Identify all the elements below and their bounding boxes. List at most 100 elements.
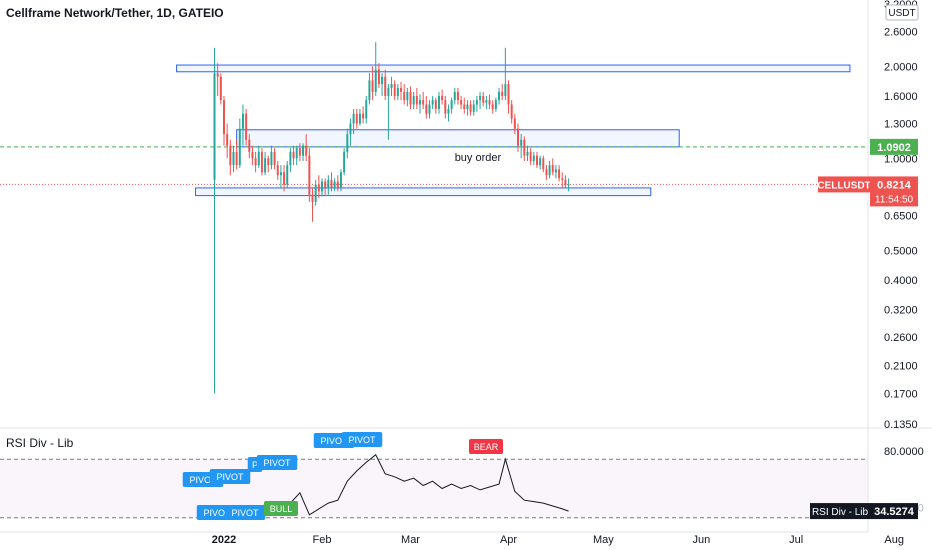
candle-body-81 [469,104,472,112]
rsi-value-badge-label: 34.5274 [874,506,915,518]
price-tick-3: 1.3000 [884,119,918,131]
candle-body-24 [289,151,292,166]
rsi-marker-9 [264,501,298,516]
current-price-badge [870,176,918,207]
candle-body-88 [491,104,494,110]
rsi-marker-label-2: P [252,460,258,470]
candle-body-106 [548,165,551,176]
candle-body-33 [317,184,320,192]
candle-body-58 [396,87,399,96]
candle-body-21 [279,172,282,176]
candle-body-11 [248,139,251,152]
candle-body-101 [532,155,535,162]
candle-body-36 [327,179,330,188]
candle-body-107 [551,165,554,173]
candle-body-78 [460,100,463,105]
candle-body-45 [355,113,358,124]
candle-body-27 [298,148,301,156]
candle-body-109 [558,169,561,179]
candle-body-28 [302,145,305,156]
candle-body-103 [539,158,542,166]
candle-body-57 [393,84,396,96]
rsi-marker-label-7: PIVOT [203,508,231,518]
rsi-title: RSI Div - Lib [6,436,74,450]
candle-body-12 [251,151,254,159]
time-tick-6: Jul [789,534,803,546]
candle-body-2 [219,76,222,101]
candle-body-70 [434,100,437,110]
price-tick-9: 0.2600 [884,332,918,344]
rsi-name-badge-label: RSI Div - Lib [812,507,869,518]
price-tick-10: 0.2100 [884,360,918,372]
candle-body-84 [479,95,482,101]
candle-body-98 [523,139,526,156]
candle-body-31 [311,194,314,202]
price-tick-0: 2.6000 [884,27,918,39]
candle-body-4 [226,134,229,146]
candle-body-0 [213,73,216,180]
candle-body-94 [510,104,513,119]
candle-body-7 [235,151,238,166]
rsi-marker-label-0: PIVOT [189,475,217,485]
time-tick-0: 2022 [212,534,236,546]
candle-body-17 [267,158,270,166]
rsi-band [0,459,868,518]
candle-body-111 [564,179,567,185]
candle-body-62 [409,91,412,105]
target-price-label: 1.0902 [877,142,911,154]
candle-body-16 [264,158,267,173]
currency-badge-label: USDT [888,8,915,19]
candle-body-92 [504,84,507,96]
candle-body-32 [314,184,317,202]
rsi-marker-3 [256,455,298,470]
candle-body-112 [567,184,570,186]
price-tick-5: 0.6500 [884,210,918,222]
candle-body-99 [526,151,529,156]
candle-body-53 [381,76,384,85]
rsi-marker-label-6: BEAR [474,442,499,452]
candle-body-13 [254,158,257,166]
rsi-marker-label-9: BULL [270,504,293,514]
candle-body-65 [419,100,421,105]
candle-body-86 [485,100,488,103]
candle-body-71 [437,95,440,110]
candle-body-72 [441,95,444,101]
price-badges: USDT 1.0902 CELLUSDT 0.8214 11:54:50 RSI Div … [810,4,919,520]
candle-body-56 [390,84,393,88]
candle-body-10 [245,113,248,140]
candle-body-96 [517,128,519,146]
candle-body-80 [466,104,469,110]
candle-body-18 [270,151,273,166]
candle-body-97 [520,139,523,146]
candle-body-105 [545,169,548,176]
time-tick-4: May [593,534,614,546]
candle-body-40 [339,172,342,188]
candle-body-61 [406,91,409,101]
candle-body-49 [368,80,371,101]
symbol-badge [818,176,870,193]
candle-body-47 [362,113,365,119]
candle-body-95 [513,118,516,129]
candle-body-55 [387,87,390,96]
target-price-badge [870,138,918,155]
zone-rect-2 [195,187,652,197]
candle-body-75 [450,100,453,110]
price-pane: buy order [0,42,868,394]
candle-body-25 [292,151,295,159]
candle-body-89 [494,100,497,110]
candle-body-69 [431,100,434,105]
time-tick-3: Apr [500,534,517,546]
candle-body-44 [352,113,355,124]
candle-body-26 [295,148,298,159]
candle-body-87 [488,100,491,105]
rsi-marker-8 [224,505,266,520]
candle-body-35 [324,181,327,188]
candle-body-64 [415,95,418,105]
candle-body-34 [321,181,323,192]
price-tick-7: 0.4000 [884,275,918,287]
candle-body-110 [561,178,564,180]
rsi-marker-1 [209,469,251,484]
rsi-marker-label-1: PIVOT [216,472,244,482]
candle-body-37 [330,179,333,188]
price-tick-12: 0.1350 [884,419,918,431]
